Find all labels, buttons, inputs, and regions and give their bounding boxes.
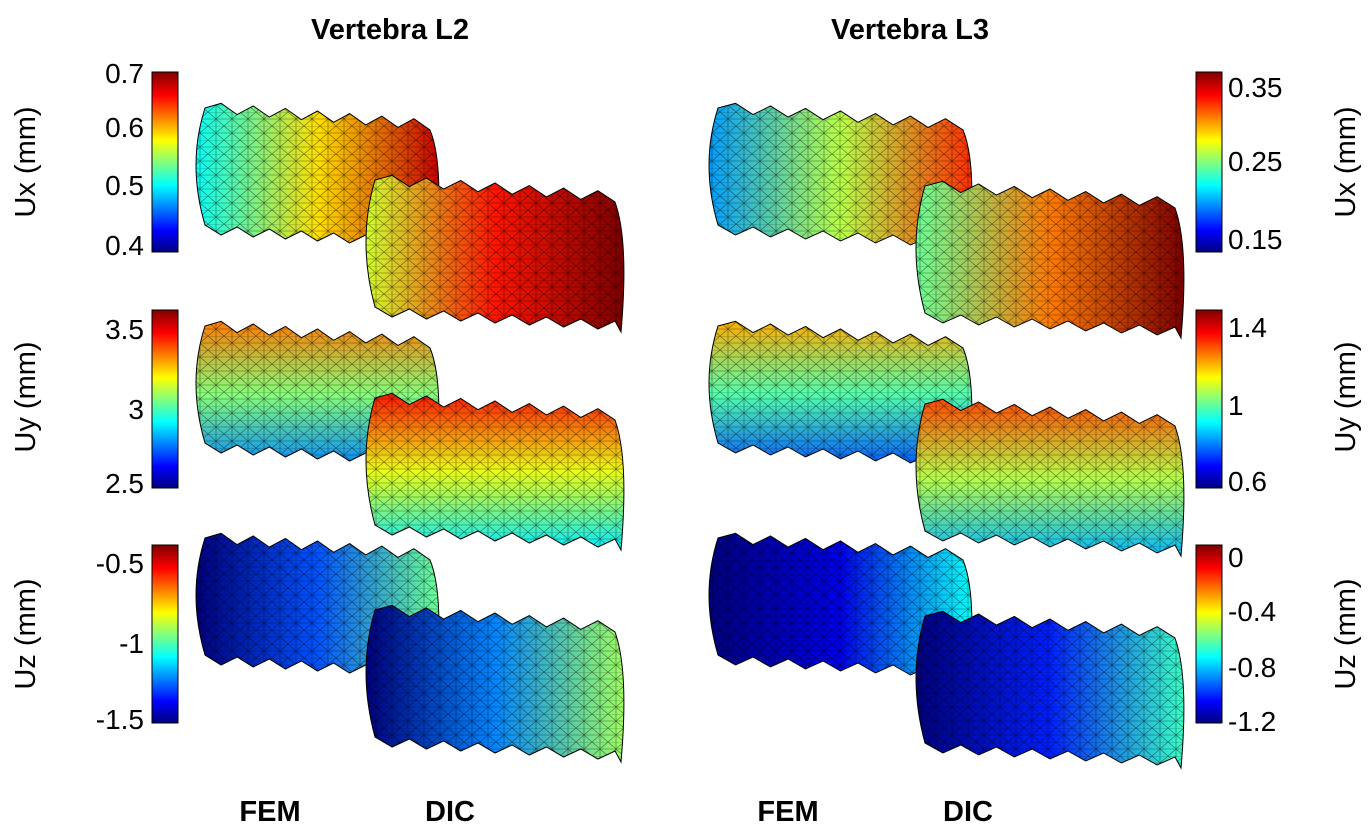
tick-l2-ux-3: 0.4 (105, 230, 144, 261)
tick-l3-uz-2: -0.8 (1228, 652, 1277, 683)
colorbar-l2-uz (151, 544, 179, 724)
tick-l2-ux-0: 0.7 (105, 58, 144, 89)
colorbar-l3-uz (1195, 544, 1223, 724)
row-label-uy-left: Uy (mm) (10, 341, 42, 453)
surface-l3-uy-fem-mesh (709, 321, 972, 468)
tick-l3-uy-0: 1.4 (1228, 312, 1267, 343)
footer-fem-l3: FEM (757, 796, 819, 828)
row-label-ux-right: Ux (mm) (1330, 106, 1362, 218)
tick-l3-ux-2: 0.15 (1228, 224, 1283, 255)
surface-l3-uz-fem-mesh (709, 533, 972, 680)
tick-l2-ux-2: 0.5 (105, 170, 144, 201)
tick-l2-uy-2: 2.5 (105, 468, 144, 499)
tick-l3-ux-0: 0.35 (1228, 72, 1283, 103)
surface-l2-uy-dic-mesh (366, 393, 624, 550)
surface-l3-uy-dic-mesh (916, 399, 1184, 556)
surface-l2-ux-dic-mesh (366, 175, 624, 332)
tick-l3-uz-0: 0 (1228, 542, 1244, 573)
footer-dic-l3: DIC (943, 796, 993, 828)
column-title-l3: Vertebra L3 (831, 14, 989, 46)
colorbar-l3-uy (1195, 309, 1223, 489)
colorbar-l3-ux (1195, 71, 1223, 253)
tick-l2-uz-2: -1.5 (95, 704, 144, 735)
colorbar-l2-uy (151, 309, 179, 489)
footer-dic-l2: DIC (425, 796, 475, 828)
tick-l3-ux-1: 0.25 (1228, 146, 1283, 177)
row-label-uz-right: Uz (mm) (1330, 578, 1362, 690)
row-label-uz-left: Uz (mm) (10, 578, 42, 690)
surface-l3-ux-fem-mesh (709, 103, 972, 250)
surface-l3-uz-dic-mesh (916, 611, 1184, 768)
tick-l2-uy-1: 3 (128, 394, 144, 425)
tick-l3-uz-1: -0.4 (1228, 596, 1277, 627)
tick-l2-ux-1: 0.6 (105, 112, 144, 143)
tick-l2-uz-0: -0.5 (95, 548, 144, 579)
tick-l3-uz-3: -1.2 (1228, 706, 1277, 737)
row-label-uy-right: Uy (mm) (1330, 341, 1362, 453)
footer-fem-l2: FEM (239, 796, 301, 828)
surface-l2-uz-dic-mesh (366, 605, 624, 762)
surface-l3-ux-dic-mesh (916, 181, 1184, 338)
tick-l2-uy-0: 3.5 (105, 314, 144, 345)
row-label-ux-left: Ux (mm) (10, 106, 42, 218)
tick-l3-uy-2: 0.6 (1228, 466, 1267, 497)
colorbar-l2-ux (151, 71, 179, 253)
tick-l2-uz-1: -1 (119, 628, 144, 659)
column-title-l2: Vertebra L2 (311, 14, 469, 46)
tick-l3-uy-1: 1 (1228, 390, 1244, 421)
